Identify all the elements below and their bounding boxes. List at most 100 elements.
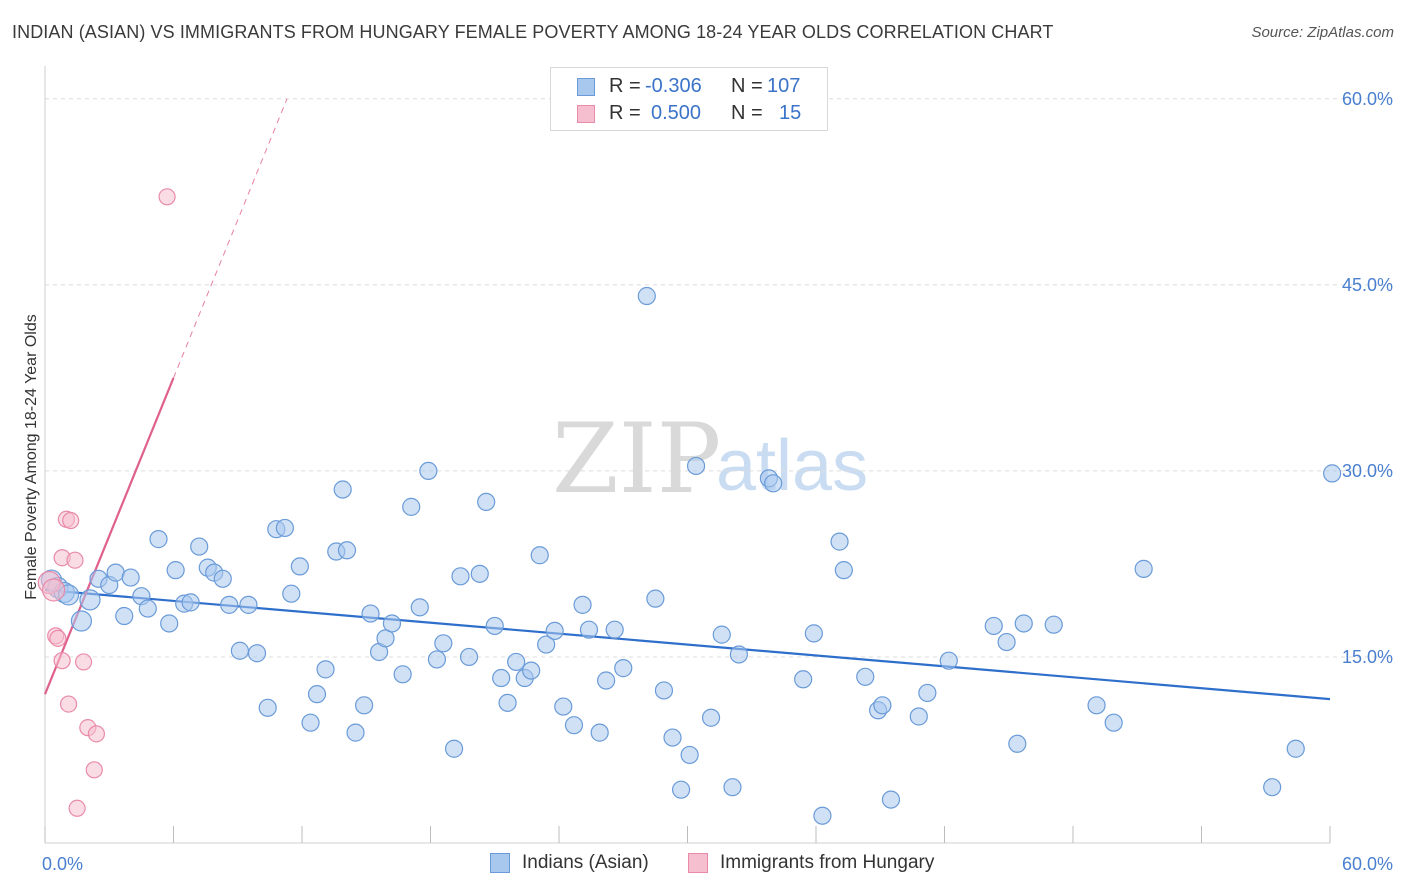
correlation-legend: R = -0.306 N = 107 R = 0.500 N = 15 bbox=[550, 67, 828, 131]
trend-lines bbox=[43, 98, 1331, 701]
point-indians-96 bbox=[984, 616, 1003, 636]
watermark-atlas: atlas bbox=[716, 426, 868, 506]
point-indians-35 bbox=[333, 480, 352, 499]
legend-swatch-pink bbox=[577, 105, 595, 123]
point-indians-67 bbox=[590, 723, 609, 742]
y-tick-label-1: 30.0% bbox=[1342, 461, 1393, 481]
point-indians-26 bbox=[258, 698, 277, 717]
point-indians-24 bbox=[239, 595, 258, 614]
point-indians-13 bbox=[149, 530, 168, 549]
point-hungary-12 bbox=[87, 725, 106, 743]
point-indians-39 bbox=[361, 604, 380, 623]
point-indians-88 bbox=[834, 561, 853, 580]
point-indians-95 bbox=[939, 651, 958, 670]
point-indians-5 bbox=[79, 589, 101, 611]
point-indians-104 bbox=[1263, 778, 1282, 797]
legend-n-label: N = bbox=[731, 75, 763, 97]
point-indians-97 bbox=[997, 632, 1016, 652]
point-hungary-8 bbox=[62, 511, 80, 530]
point-indians-63 bbox=[554, 697, 573, 716]
point-indians-69 bbox=[605, 620, 624, 639]
point-indians-71 bbox=[637, 286, 656, 306]
source-label: Source: ZipAtlas.com bbox=[1251, 24, 1394, 41]
point-hungary-3 bbox=[49, 629, 67, 647]
point-indians-12 bbox=[138, 599, 157, 618]
point-indians-85 bbox=[804, 624, 823, 643]
point-indians-23 bbox=[230, 641, 249, 660]
point-indians-42 bbox=[382, 614, 402, 633]
legend-swatch-blue bbox=[577, 78, 595, 96]
point-indians-29 bbox=[282, 584, 301, 603]
point-indians-49 bbox=[444, 739, 464, 758]
point-indians-84 bbox=[794, 670, 813, 689]
point-indians-70 bbox=[614, 659, 633, 678]
point-indians-105 bbox=[1286, 739, 1305, 758]
point-indians-77 bbox=[686, 456, 706, 476]
legend-r-value: -0.306 bbox=[645, 75, 702, 97]
point-indians-51 bbox=[459, 647, 479, 667]
point-hungary-14 bbox=[68, 799, 86, 817]
legend-row-hungary: R = 0.500 N = 15 bbox=[551, 101, 827, 127]
point-indians-48 bbox=[434, 634, 453, 653]
point-indians-93 bbox=[909, 707, 928, 726]
point-indians-9 bbox=[115, 606, 134, 626]
point-indians-61 bbox=[537, 635, 556, 654]
bottom-legend-label: Indians (Asian) bbox=[522, 852, 649, 873]
point-indians-25 bbox=[247, 644, 267, 663]
point-indians-17 bbox=[181, 593, 200, 612]
point-indians-50 bbox=[451, 567, 470, 586]
point-indians-102 bbox=[1104, 713, 1123, 732]
point-indians-18 bbox=[190, 537, 209, 556]
y-axis-label: Female Poverty Among 18-24 Year Olds bbox=[23, 314, 40, 600]
point-indians-37 bbox=[346, 723, 365, 742]
point-hungary-10 bbox=[74, 653, 93, 671]
point-hungary-15 bbox=[158, 188, 176, 206]
point-indians-72 bbox=[646, 589, 665, 608]
point-indians-30 bbox=[290, 557, 309, 576]
point-indians-103 bbox=[1134, 559, 1153, 578]
point-indians-68 bbox=[597, 671, 616, 690]
y-tick-label-3: 60.0% bbox=[1342, 89, 1393, 109]
point-indians-76 bbox=[680, 745, 699, 765]
bottom-legend-swatch-pink bbox=[688, 853, 708, 873]
point-indians-66 bbox=[579, 620, 599, 639]
legend-r-label: R = bbox=[609, 75, 641, 97]
point-indians-87 bbox=[830, 532, 849, 551]
point-indians-45 bbox=[410, 598, 429, 617]
point-hungary-13 bbox=[85, 761, 103, 779]
point-indians-44 bbox=[402, 497, 421, 516]
watermark: ZIP atlas bbox=[552, 403, 868, 515]
y-tick-label-2: 45.0% bbox=[1342, 275, 1393, 295]
legend-row-indians: R = -0.306 N = 107 bbox=[551, 74, 827, 100]
point-hungary-4 bbox=[53, 652, 71, 670]
bottom-legend-swatch-blue bbox=[490, 853, 510, 873]
point-indians-22 bbox=[220, 595, 239, 614]
point-indians-106 bbox=[1323, 464, 1342, 483]
point-indians-57 bbox=[507, 652, 526, 672]
tick-labels: 15.0% 30.0% 45.0% 60.0% 0.0% 60.0% bbox=[42, 89, 1393, 874]
point-indians-52 bbox=[470, 564, 489, 583]
point-indians-21 bbox=[213, 569, 232, 588]
legend-r-value: 0.500 bbox=[651, 102, 702, 124]
chart-title: INDIAN (ASIAN) VS IMMIGRANTS FROM HUNGAR… bbox=[12, 22, 1054, 42]
point-indians-53 bbox=[477, 492, 496, 512]
trend-line-hungary-extension bbox=[173, 98, 288, 379]
point-indians-81 bbox=[729, 645, 749, 664]
trend-line-hungary bbox=[43, 377, 175, 695]
legend-n-value: 107 bbox=[767, 75, 801, 97]
grid-lines bbox=[45, 98, 1392, 658]
point-indians-80 bbox=[723, 778, 742, 797]
bottom-legend-label: Immigrants from Hungary bbox=[720, 852, 935, 873]
point-indians-4 bbox=[70, 610, 93, 632]
point-indians-14 bbox=[160, 614, 179, 633]
point-indians-32 bbox=[307, 685, 327, 704]
y-tick-label-0: 15.0% bbox=[1342, 647, 1393, 667]
point-indians-86 bbox=[813, 806, 832, 825]
point-indians-98 bbox=[1014, 614, 1033, 633]
point-indians-83 bbox=[764, 474, 783, 493]
x-tick-label-1: 60.0% bbox=[1342, 854, 1393, 874]
point-indians-31 bbox=[301, 713, 320, 732]
point-indians-43 bbox=[393, 665, 412, 684]
point-indians-91 bbox=[873, 696, 892, 715]
